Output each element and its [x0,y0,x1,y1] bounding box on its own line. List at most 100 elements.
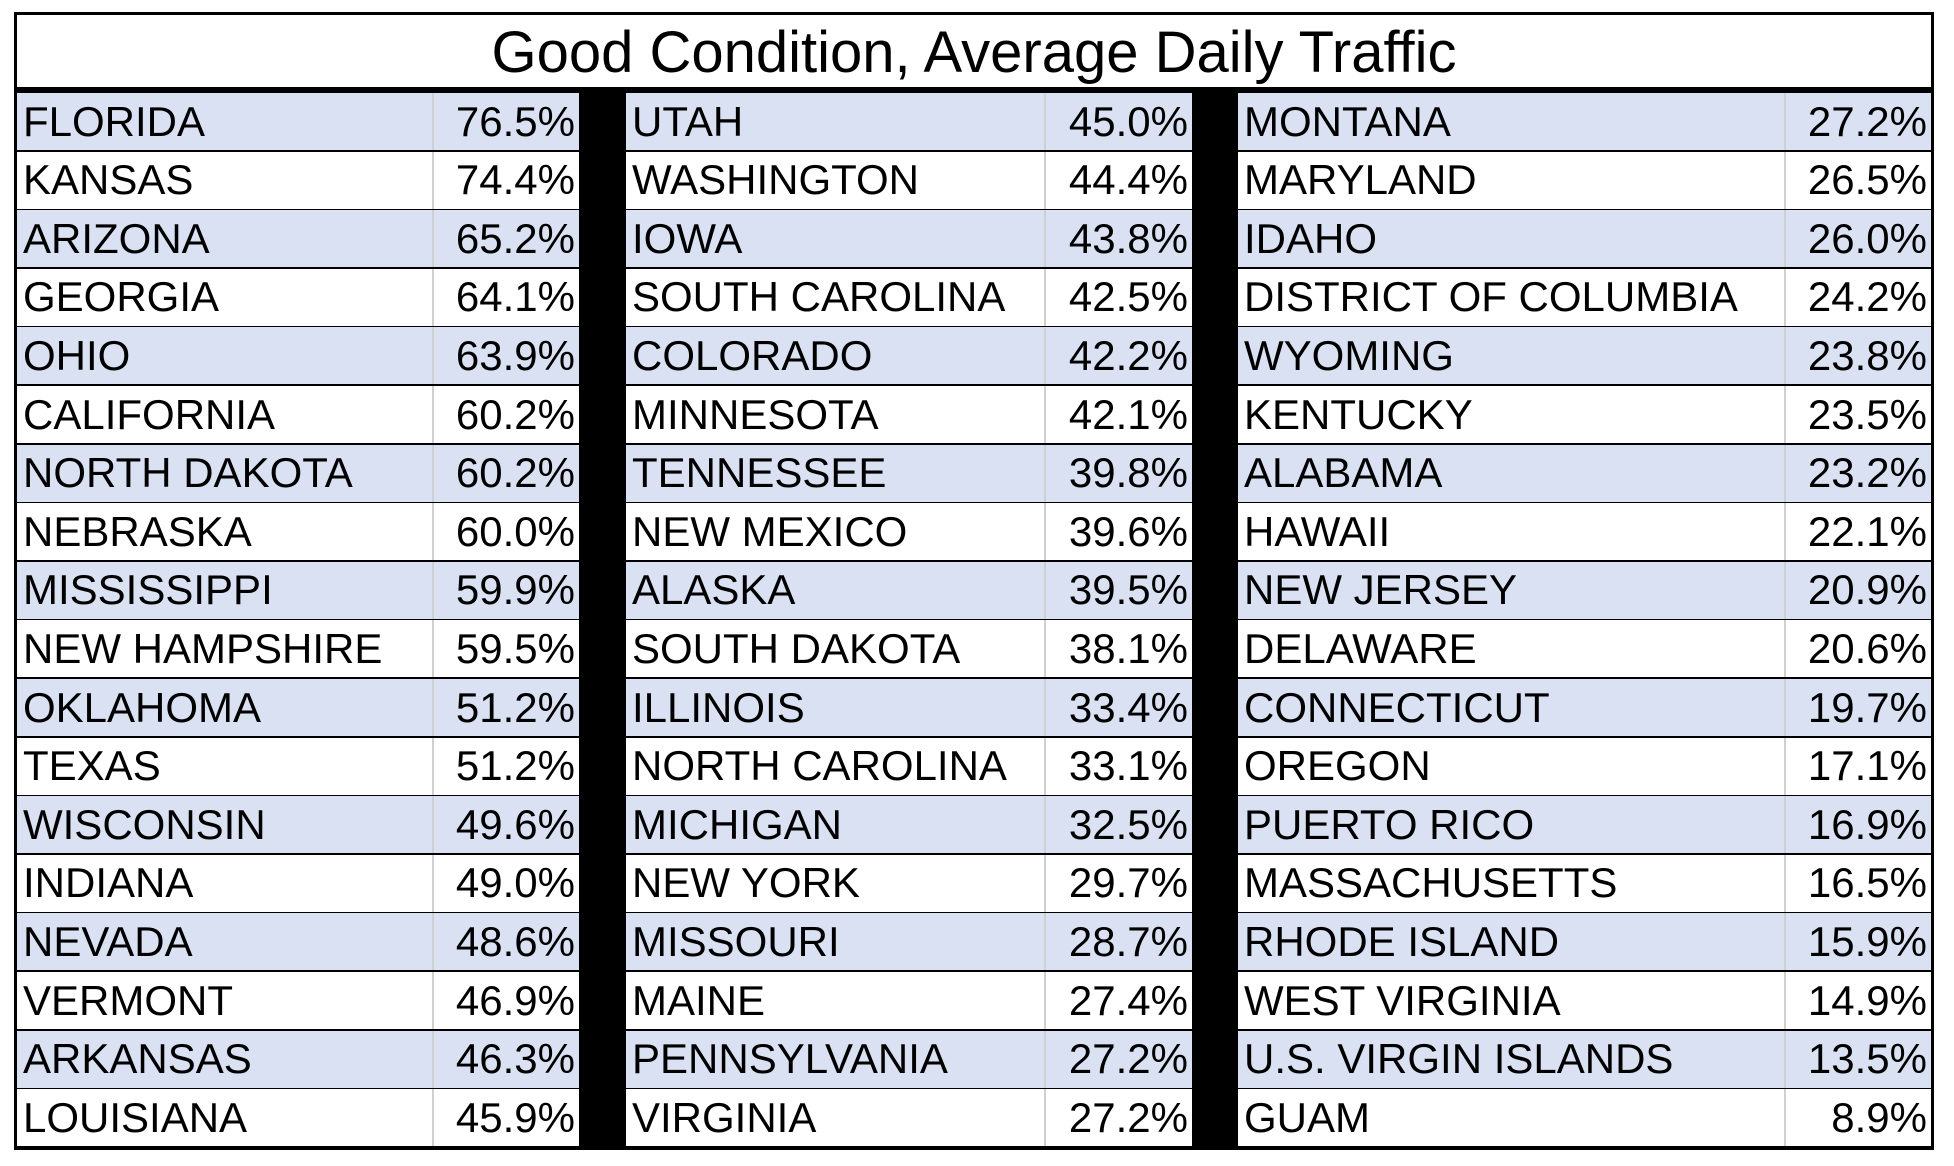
state-name: TEXAS [17,737,432,795]
state-name: CALIFORNIA [17,386,432,444]
state-name: MICHIGAN [626,796,1044,854]
state-name: DISTRICT OF COLUMBIA [1238,268,1784,326]
percent-value: 45.0% [1044,93,1192,151]
percent-value: 59.9% [432,561,579,619]
state-name: NEW HAMPSHIRE [17,620,432,678]
percent-value: 43.8% [1044,210,1192,268]
percent-value: 42.1% [1044,386,1192,444]
percent-value: 51.2% [432,737,579,795]
state-name: COLORADO [626,327,1044,385]
percent-value: 42.5% [1044,268,1192,326]
state-name: NEBRASKA [17,503,432,561]
percent-value: 51.2% [432,679,579,737]
percent-value: 20.9% [1784,561,1931,619]
state-name: NORTH CAROLINA [626,737,1044,795]
state-name: TENNESSEE [626,444,1044,502]
state-name: KENTUCKY [1238,386,1784,444]
state-name: MARYLAND [1238,151,1784,209]
state-name: NEW MEXICO [626,503,1044,561]
percent-value: 48.6% [432,913,579,971]
percent-value: 16.5% [1784,854,1931,912]
state-name: PUERTO RICO [1238,796,1784,854]
percent-value: 76.5% [432,93,579,151]
percent-value: 60.0% [432,503,579,561]
state-name: OKLAHOMA [17,679,432,737]
percent-value: 60.2% [432,386,579,444]
percent-value: 24.2% [1784,268,1931,326]
percent-value: 27.2% [1784,93,1931,151]
percent-value: 33.4% [1044,679,1192,737]
percent-value: 46.9% [432,972,579,1030]
percent-value: 14.9% [1784,972,1931,1030]
percent-value: 33.1% [1044,737,1192,795]
percent-value: 16.9% [1784,796,1931,854]
percent-value: 59.5% [432,620,579,678]
state-name: WASHINGTON [626,151,1044,209]
state-name: ILLINOIS [626,679,1044,737]
percent-value: 49.0% [432,854,579,912]
percent-value: 26.5% [1784,151,1931,209]
percent-value: 32.5% [1044,796,1192,854]
state-name: SOUTH CAROLINA [626,268,1044,326]
data-table: Good Condition, Average Daily Traffic FL… [14,12,1934,1150]
percent-value: 27.2% [1044,1030,1192,1088]
percent-value: 65.2% [432,210,579,268]
percent-value: 15.9% [1784,913,1931,971]
state-name: GEORGIA [17,268,432,326]
percent-value: 60.2% [432,444,579,502]
percent-value: 19.7% [1784,679,1931,737]
state-name: WEST VIRGINIA [1238,972,1784,1030]
state-name: CONNECTICUT [1238,679,1784,737]
state-name: NEW YORK [626,854,1044,912]
percent-value: 20.6% [1784,620,1931,678]
state-name: VERMONT [17,972,432,1030]
percent-value: 17.1% [1784,737,1931,795]
percent-value: 23.5% [1784,386,1931,444]
percent-value: 8.9% [1784,1089,1931,1147]
percent-value: 39.6% [1044,503,1192,561]
state-name: ARIZONA [17,210,432,268]
state-name: NEVADA [17,913,432,971]
state-name: IDAHO [1238,210,1784,268]
state-name: MAINE [626,972,1044,1030]
state-name: VIRGINIA [626,1089,1044,1147]
state-name: SOUTH DAKOTA [626,620,1044,678]
state-name: MINNESOTA [626,386,1044,444]
state-name: MONTANA [1238,93,1784,151]
state-name: MASSACHUSETTS [1238,854,1784,912]
state-name: WYOMING [1238,327,1784,385]
percent-value: 49.6% [432,796,579,854]
state-name: U.S. VIRGIN ISLANDS [1238,1030,1784,1088]
state-name: OHIO [17,327,432,385]
percent-value: 27.2% [1044,1089,1192,1147]
percent-value: 27.4% [1044,972,1192,1030]
state-name: LOUISIANA [17,1089,432,1147]
state-name: MISSOURI [626,913,1044,971]
percent-value: 46.3% [432,1030,579,1088]
state-name: GUAM [1238,1089,1784,1147]
percent-value: 39.5% [1044,561,1192,619]
percent-value: 44.4% [1044,151,1192,209]
state-name: MISSISSIPPI [17,561,432,619]
percent-value: 64.1% [432,268,579,326]
state-name: ALASKA [626,561,1044,619]
percent-value: 28.7% [1044,913,1192,971]
state-name: INDIANA [17,854,432,912]
percent-value: 23.2% [1784,444,1931,502]
percent-value: 45.9% [432,1089,579,1147]
percent-value: 26.0% [1784,210,1931,268]
percent-value: 13.5% [1784,1030,1931,1088]
state-name: NORTH DAKOTA [17,444,432,502]
percent-value: 63.9% [432,327,579,385]
state-name: DELAWARE [1238,620,1784,678]
state-name: HAWAII [1238,503,1784,561]
state-name: ARKANSAS [17,1030,432,1088]
percent-value: 42.2% [1044,327,1192,385]
percent-value: 38.1% [1044,620,1192,678]
percent-value: 22.1% [1784,503,1931,561]
state-name: RHODE ISLAND [1238,913,1784,971]
percent-value: 29.7% [1044,854,1192,912]
state-name: FLORIDA [17,93,432,151]
state-name: NEW JERSEY [1238,561,1784,619]
